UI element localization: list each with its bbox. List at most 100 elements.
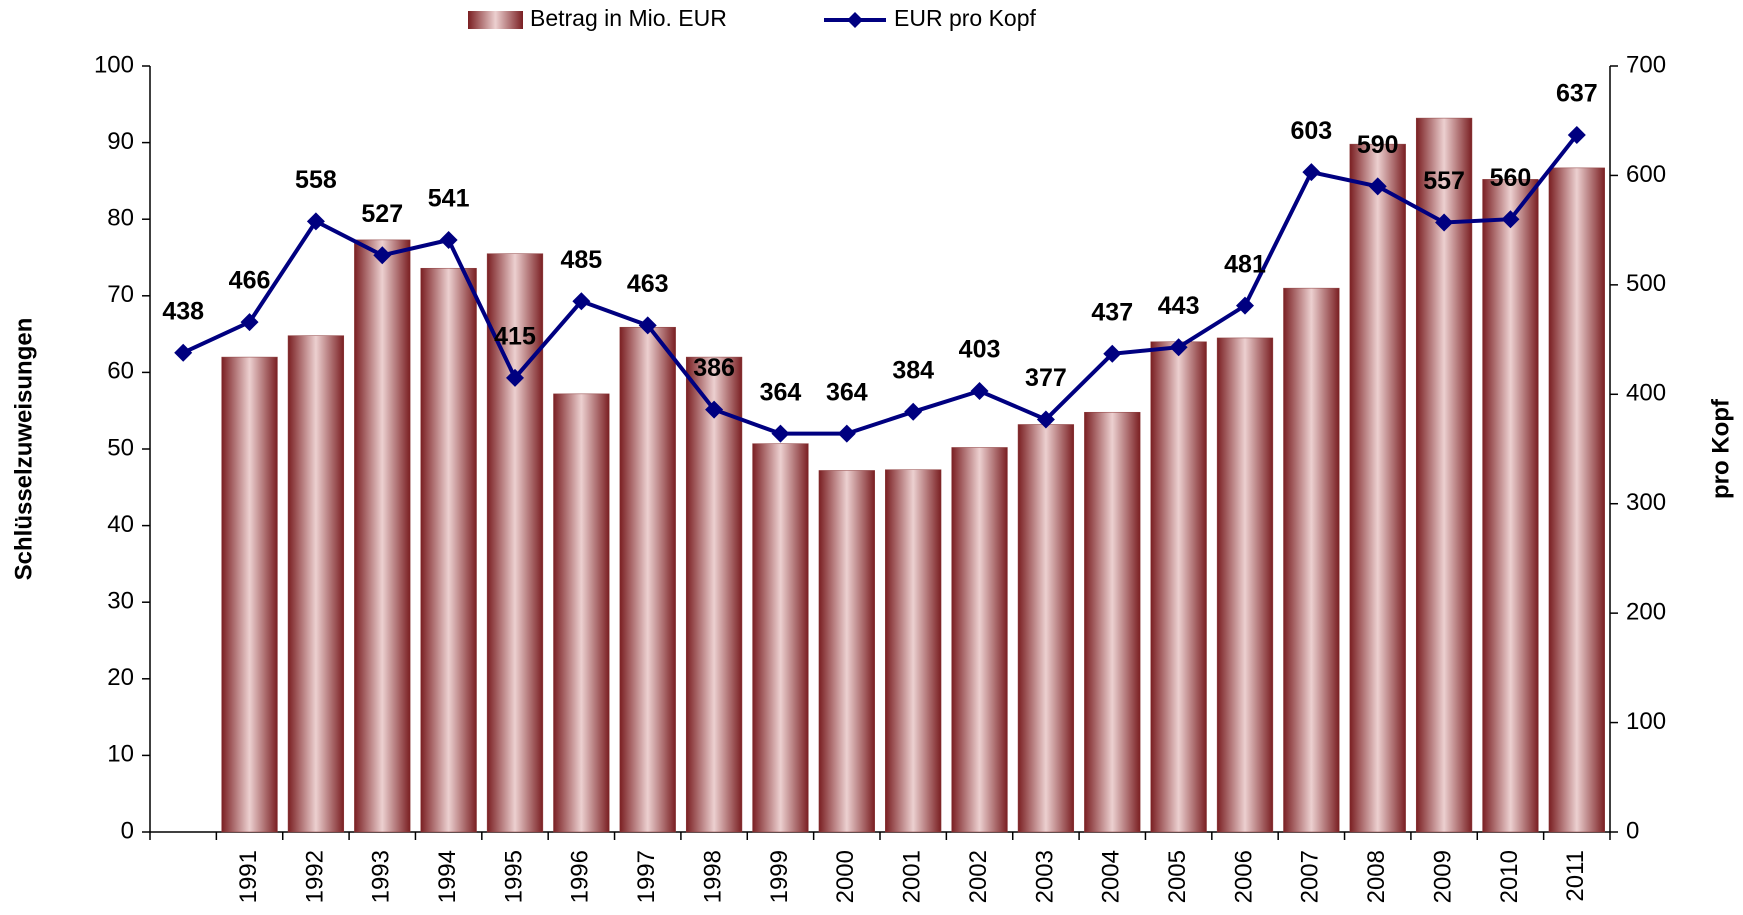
x-tick-label: 2011: [1562, 850, 1589, 902]
bar: [752, 443, 809, 833]
x-tick-label: 2009: [1429, 850, 1456, 903]
legend-label: EUR pro Kopf: [894, 5, 1037, 31]
legend-swatch: [468, 11, 523, 29]
bar: [1216, 337, 1274, 833]
y-tick-label: 50: [107, 434, 134, 461]
data-label: 541: [428, 185, 470, 213]
x-tick-label: 2000: [832, 850, 859, 903]
y-tick-label: 70: [107, 281, 134, 308]
marker: [174, 343, 193, 362]
marker: [1567, 125, 1586, 144]
y-tick-label: 40: [107, 511, 134, 538]
y2-tick-label: 100: [1626, 708, 1666, 735]
data-label: 590: [1357, 131, 1399, 159]
marker: [771, 424, 790, 443]
bar: [885, 469, 942, 833]
marker: [1501, 210, 1520, 229]
bar: [1548, 167, 1605, 833]
bar: [1482, 179, 1539, 833]
x-tick-label: 1993: [368, 850, 395, 903]
y-tick-label: 90: [107, 128, 134, 155]
marker: [1435, 213, 1454, 232]
bar: [1283, 287, 1340, 833]
x-tick-label: 2005: [1164, 850, 1191, 903]
bar: [685, 356, 743, 833]
y-tick-label: 10: [107, 741, 134, 768]
marker: [572, 292, 591, 311]
data-label: 377: [1025, 364, 1067, 392]
y2-tick-label: 400: [1626, 380, 1666, 407]
data-label: 603: [1291, 117, 1333, 145]
marker: [1368, 177, 1387, 196]
data-label: 485: [561, 246, 603, 274]
x-tick-label: 2003: [1031, 850, 1058, 903]
y2-axis-title: pro Kopf: [1707, 398, 1734, 499]
bar: [818, 470, 875, 833]
data-label: 466: [229, 267, 271, 295]
marker: [439, 230, 458, 249]
marker: [705, 400, 724, 419]
marker: [1302, 163, 1321, 182]
bar: [1017, 424, 1075, 833]
x-tick-label: 1994: [434, 850, 461, 903]
data-label: 481: [1224, 250, 1266, 278]
x-tick-label: 2007: [1297, 850, 1324, 903]
marker: [638, 316, 657, 335]
y-tick-label: 100: [94, 51, 134, 78]
bar: [1349, 143, 1406, 833]
x-tick-label: 1991: [235, 850, 262, 903]
x-tick-label: 1999: [766, 850, 793, 903]
data-label: 364: [826, 378, 868, 406]
bar: [1415, 117, 1473, 833]
data-label: 463: [627, 270, 669, 298]
y-tick-label: 80: [107, 205, 134, 232]
y-tick-label: 60: [107, 358, 134, 385]
marker: [970, 382, 989, 401]
marker: [240, 313, 259, 332]
y2-tick-label: 600: [1626, 161, 1666, 188]
data-label: 437: [1091, 298, 1133, 326]
marker: [1103, 344, 1122, 363]
x-tick-label: 1998: [699, 850, 726, 903]
bar: [486, 253, 544, 833]
bar: [1084, 411, 1141, 833]
y2-tick-label: 300: [1626, 489, 1666, 516]
marker: [373, 246, 392, 265]
bar: [287, 335, 345, 833]
data-label: 560: [1490, 164, 1532, 192]
bar: [354, 239, 411, 833]
x-tick-label: 1992: [301, 850, 328, 903]
y-tick-label: 0: [121, 817, 134, 844]
marker: [1036, 410, 1055, 429]
data-label: 384: [892, 356, 934, 384]
y2-tick-label: 700: [1626, 51, 1666, 78]
legend-label: Betrag in Mio. EUR: [530, 5, 727, 31]
data-label: 386: [693, 354, 735, 382]
y2-tick-label: 500: [1626, 270, 1666, 297]
data-label: 438: [162, 297, 204, 325]
x-tick-label: 2001: [899, 850, 926, 903]
x-tick-label: 1996: [567, 850, 594, 903]
marker: [837, 424, 856, 443]
data-label: 403: [959, 336, 1001, 364]
bar: [619, 326, 676, 833]
data-label: 637: [1556, 80, 1598, 108]
bar: [420, 267, 477, 833]
x-tick-label: 2010: [1496, 850, 1523, 903]
x-tick-label: 2006: [1230, 850, 1257, 903]
bar: [221, 356, 278, 833]
data-label: 558: [295, 166, 337, 194]
bar: [1150, 341, 1207, 833]
y2-tick-label: 0: [1626, 817, 1639, 844]
data-label: 364: [760, 378, 802, 406]
y2-tick-label: 200: [1626, 598, 1666, 625]
bar: [951, 447, 1008, 833]
x-tick-label: 2002: [965, 850, 992, 903]
y-tick-label: 30: [107, 588, 134, 615]
marker: [904, 402, 923, 421]
x-tick-label: 1997: [633, 850, 660, 903]
marker: [1236, 296, 1254, 315]
data-label: 415: [494, 322, 536, 350]
legend-marker: [847, 12, 863, 28]
